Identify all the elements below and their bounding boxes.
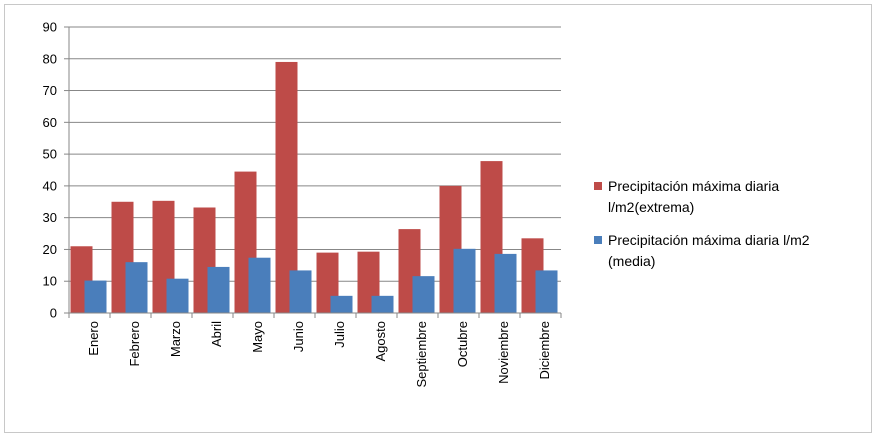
bar-media bbox=[412, 276, 435, 313]
bar-media bbox=[125, 262, 148, 313]
y-tick-label: 60 bbox=[43, 115, 57, 130]
y-tick-label: 30 bbox=[43, 210, 57, 225]
axes bbox=[64, 26, 562, 318]
bar-media bbox=[84, 280, 107, 313]
y-tick-label: 50 bbox=[43, 147, 57, 162]
bar-extrema bbox=[275, 61, 298, 314]
x-tick-label: Febrero bbox=[127, 321, 142, 367]
legend-swatch bbox=[594, 236, 602, 244]
x-tick-label: Noviembre bbox=[496, 321, 511, 384]
bar-media bbox=[535, 270, 558, 313]
x-tick-labels: Enero Febrero Marzo Abril Mayo Junio Julio Agos… bbox=[86, 321, 552, 388]
legend: Precipitación máxima diaria l/m2(extrema)… bbox=[594, 178, 810, 269]
bar-media bbox=[371, 295, 394, 313]
x-tick-label: Mayo bbox=[250, 321, 265, 353]
bar-media bbox=[330, 295, 353, 313]
chart-frame bbox=[4, 4, 872, 433]
y-tick-label: 40 bbox=[43, 178, 57, 193]
x-tick-label: Agosto bbox=[373, 321, 388, 361]
y-tick-label: 10 bbox=[43, 274, 57, 289]
x-tick-label: Junio bbox=[291, 321, 306, 352]
y-tick-label: 80 bbox=[43, 51, 57, 66]
y-tick-label: 90 bbox=[43, 20, 57, 35]
legend-swatch bbox=[594, 182, 602, 190]
legend-label: Precipitación máxima diaria l/m2(extrema) bbox=[608, 178, 779, 215]
bar-media bbox=[453, 248, 476, 313]
y-tick-label: 20 bbox=[43, 242, 57, 257]
bar-media bbox=[166, 278, 189, 313]
x-tick-label: Abril bbox=[209, 321, 224, 347]
bars bbox=[70, 61, 558, 314]
y-tick-labels: 0 10 20 30 40 50 60 70 80 90 bbox=[43, 20, 57, 321]
bar-media bbox=[207, 266, 230, 313]
y-tick-label: 0 bbox=[50, 306, 57, 321]
bar-media bbox=[289, 270, 312, 313]
x-tick-label: Octubre bbox=[455, 321, 470, 367]
x-tick-label: Julio bbox=[332, 321, 347, 348]
x-tick-label: Enero bbox=[86, 321, 101, 356]
bar-media bbox=[494, 253, 517, 313]
x-tick-label: Diciembre bbox=[537, 321, 552, 380]
bar-media bbox=[248, 257, 271, 313]
y-tick-label: 70 bbox=[43, 83, 57, 98]
gridlines bbox=[69, 26, 561, 282]
x-tick-label: Marzo bbox=[168, 321, 183, 357]
legend-label: Precipitación máxima diaria l/m2 (media) bbox=[608, 232, 810, 269]
x-tick-label: Septiembre bbox=[414, 321, 429, 387]
